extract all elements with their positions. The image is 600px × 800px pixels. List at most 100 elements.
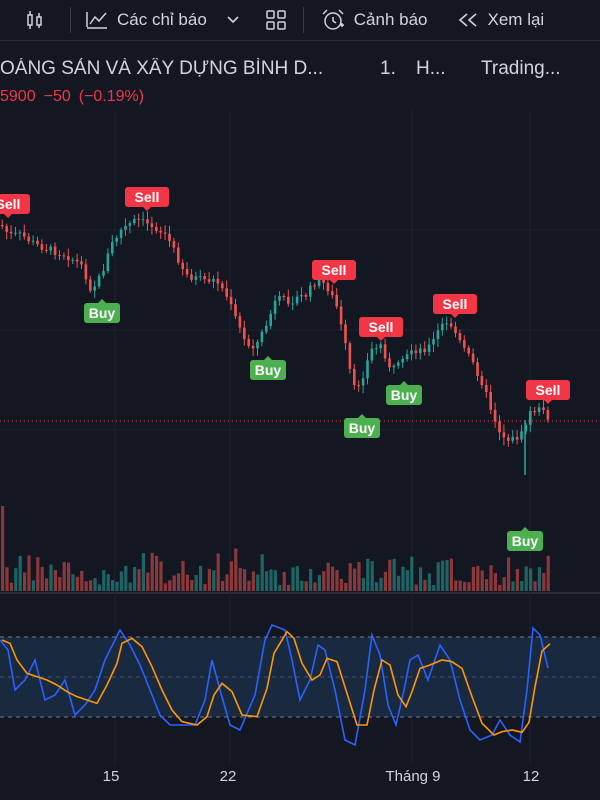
badge-pointer bbox=[451, 314, 459, 318]
volume-bar bbox=[9, 582, 13, 591]
buy-badge-box bbox=[344, 418, 380, 438]
volume-bar bbox=[379, 577, 383, 591]
volume-bar bbox=[515, 568, 519, 591]
volume-bar bbox=[58, 577, 62, 591]
volume-bar bbox=[419, 567, 423, 591]
volume-bar bbox=[300, 580, 304, 591]
volume-bar bbox=[102, 570, 106, 591]
candle bbox=[251, 345, 255, 349]
sell-badge-label: Sell bbox=[322, 262, 347, 278]
candle bbox=[177, 247, 180, 263]
buy-badge-label: Buy bbox=[255, 362, 282, 378]
volume-bar bbox=[427, 573, 431, 591]
buy-badge-box bbox=[250, 360, 286, 380]
candle bbox=[67, 256, 70, 261]
volume-bar bbox=[414, 584, 418, 591]
candle bbox=[480, 376, 484, 386]
volume-bar bbox=[313, 582, 317, 591]
layout-grid-icon bbox=[266, 10, 286, 30]
candle bbox=[326, 282, 330, 292]
volume-bar bbox=[282, 572, 286, 591]
candle bbox=[397, 362, 400, 366]
replay-button[interactable]: Xem lại bbox=[428, 0, 545, 40]
alerts-button[interactable]: Cảnh báo bbox=[304, 0, 428, 40]
candle bbox=[432, 339, 435, 345]
toolbar-divider bbox=[70, 7, 71, 33]
candle bbox=[485, 385, 488, 392]
candle bbox=[133, 218, 136, 224]
volume-bar bbox=[485, 579, 489, 591]
volume-bar bbox=[36, 557, 40, 591]
volume-bar bbox=[62, 562, 66, 591]
volume-bar bbox=[410, 556, 414, 591]
candle bbox=[414, 350, 418, 354]
badge-pointer bbox=[143, 207, 151, 211]
volume-bar bbox=[467, 582, 471, 591]
volume-bar bbox=[247, 580, 251, 591]
sell-badge-label: Sell bbox=[443, 296, 468, 312]
candle bbox=[476, 362, 479, 377]
volume-bar bbox=[84, 581, 88, 591]
indicators-button[interactable]: Các chỉ báo bbox=[71, 0, 207, 40]
stochastic-band bbox=[0, 636, 600, 718]
candle bbox=[392, 365, 396, 368]
layouts-button[interactable] bbox=[253, 0, 303, 40]
badge-pointer bbox=[377, 337, 385, 341]
volume-bar bbox=[493, 573, 497, 591]
volume-bar bbox=[511, 581, 515, 591]
buy-signal-badge: Buy bbox=[84, 299, 120, 323]
candle bbox=[36, 240, 39, 245]
sell-badge-box bbox=[433, 294, 477, 314]
candle bbox=[14, 232, 17, 234]
volume-bar bbox=[529, 568, 533, 591]
candle bbox=[163, 232, 167, 234]
candle bbox=[511, 436, 514, 441]
indicators-dropdown[interactable] bbox=[207, 0, 253, 40]
candle bbox=[467, 347, 470, 354]
candle bbox=[366, 360, 369, 379]
volume-bar bbox=[322, 571, 326, 591]
volume-bar bbox=[18, 555, 22, 591]
sell-signal-badge: Sell bbox=[526, 380, 570, 404]
volume-bar bbox=[265, 571, 269, 591]
time-axis-tick: 22 bbox=[220, 768, 237, 785]
candle bbox=[335, 295, 338, 307]
volume-bar bbox=[537, 567, 541, 591]
candle bbox=[489, 391, 492, 410]
candle bbox=[317, 278, 321, 286]
volume-bar bbox=[432, 584, 436, 591]
volume-bar bbox=[339, 578, 343, 591]
volume-bar bbox=[476, 566, 480, 591]
candle bbox=[75, 259, 79, 262]
volume-bar bbox=[546, 555, 550, 591]
candle bbox=[9, 231, 13, 234]
candle bbox=[229, 296, 233, 305]
buy-badge-label: Buy bbox=[89, 305, 116, 321]
symbol-legend[interactable]: OÁNG SẢN VÀ XÂY DỰNG BÌNH D... 1. H... T… bbox=[0, 58, 600, 84]
last-price: 5900 bbox=[0, 88, 36, 105]
candle bbox=[291, 303, 294, 305]
candle bbox=[58, 254, 61, 256]
volume-bar bbox=[5, 567, 9, 591]
sell-badge-box bbox=[359, 317, 403, 337]
volume-bar bbox=[383, 571, 387, 591]
candle bbox=[507, 437, 510, 441]
candle bbox=[436, 330, 440, 340]
candle bbox=[238, 316, 242, 328]
chart-type-button[interactable] bbox=[0, 0, 70, 40]
volume-bar bbox=[221, 580, 225, 591]
volume-bar bbox=[168, 580, 172, 591]
candle bbox=[194, 276, 198, 280]
replay-label: Xem lại bbox=[487, 10, 545, 29]
candle bbox=[80, 261, 83, 265]
volume-bar bbox=[445, 559, 449, 591]
badge-pointer bbox=[400, 381, 408, 385]
volume-bar bbox=[40, 566, 44, 591]
time-axis-tick: 15 bbox=[103, 768, 120, 785]
price-readout: 5900 −50 (−0.19%) bbox=[0, 88, 152, 106]
symbol-name: OÁNG SẢN VÀ XÂY DỰNG BÌNH D... bbox=[0, 58, 324, 79]
badge-pointer bbox=[544, 400, 552, 404]
volume-bar bbox=[234, 548, 238, 591]
volume-bar bbox=[361, 578, 365, 591]
